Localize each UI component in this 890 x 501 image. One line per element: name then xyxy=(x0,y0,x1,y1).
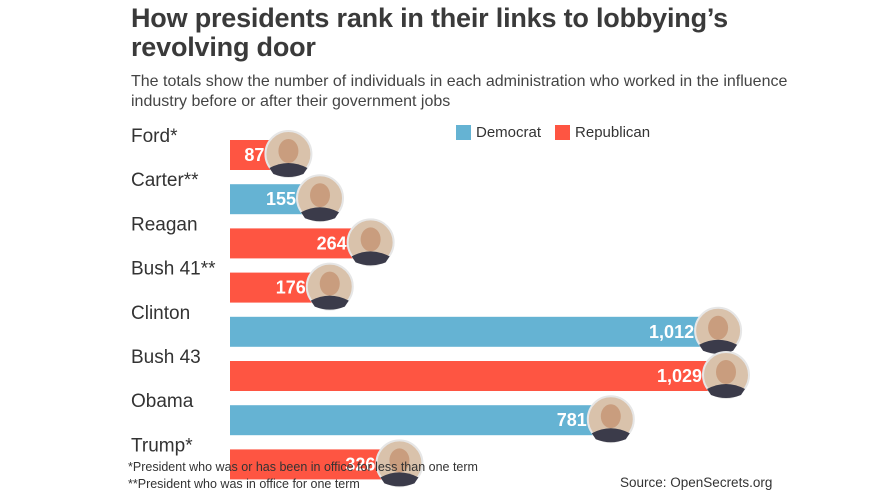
bar-trump xyxy=(230,449,382,480)
value-label-bush-43: 1,029 xyxy=(657,366,702,386)
bar-ford xyxy=(230,140,271,170)
value-label-carter: 155 xyxy=(266,189,296,209)
portrait-suit-reagan xyxy=(351,251,390,266)
legend-swatch-democrat xyxy=(456,124,471,140)
value-label-obama: 781 xyxy=(557,410,587,430)
portrait-face-carter xyxy=(310,183,331,208)
bar-reagan xyxy=(230,228,353,259)
category-label-obama: Obama xyxy=(131,391,194,412)
category-label-ford: Ford* xyxy=(131,126,178,147)
category-label-bush-43: Bush 43 xyxy=(131,347,201,368)
portrait-face-obama xyxy=(600,404,621,429)
footnote-one: *President who was or has been in office… xyxy=(128,460,478,474)
bar-bush-43 xyxy=(230,361,708,391)
portrait-face-clinton xyxy=(708,315,729,340)
category-label-trump: Trump* xyxy=(131,435,193,456)
value-label-clinton: 1,012 xyxy=(649,322,694,342)
bar-bush-41 xyxy=(230,272,312,303)
value-label-ford: 87 xyxy=(244,145,264,165)
portrait-suit-clinton xyxy=(699,339,738,354)
legend-swatch-republican xyxy=(555,124,571,140)
portrait-suit-carter xyxy=(301,207,340,222)
value-label-trump: 326 xyxy=(345,454,375,474)
category-label-carter: Carter** xyxy=(131,170,199,191)
category-label-clinton: Clinton xyxy=(131,303,190,324)
bar-obama xyxy=(230,405,593,436)
portrait-suit-ford xyxy=(269,163,308,177)
bar-carter xyxy=(230,184,303,215)
portrait-face-bush-41 xyxy=(319,271,340,296)
legend-label-democrat: Democrat xyxy=(476,123,542,141)
legend-label-republican: Republican xyxy=(575,123,651,141)
portrait-face-trump xyxy=(389,448,410,473)
legend-item-democrat: Democrat xyxy=(456,124,541,141)
value-label-bush-41: 176 xyxy=(276,278,306,298)
bar-clinton xyxy=(230,316,701,347)
chart-title: How presidents rank in their links to lo… xyxy=(131,3,728,62)
source-note: Source: OpenSecrets.org xyxy=(620,475,773,490)
legend-item-republican: Republican xyxy=(555,124,650,141)
portrait-face-ford xyxy=(278,139,299,163)
category-label-bush-41: Bush 41** xyxy=(131,259,216,280)
portrait-suit-bush-41 xyxy=(310,295,349,310)
portrait-suit-bush-43 xyxy=(707,384,745,398)
portrait-face-reagan xyxy=(360,227,381,252)
value-label-reagan: 264 xyxy=(317,233,347,253)
category-label-reagan: Reagan xyxy=(131,214,198,235)
portrait-face-bush-43 xyxy=(716,360,736,384)
portrait-suit-obama xyxy=(591,428,630,443)
legend: Democrat Republican xyxy=(456,122,664,142)
chart-subtitle: The totals show the number of individual… xyxy=(131,73,788,110)
portrait-suit-trump xyxy=(380,472,419,487)
footnote-two: **President who was in office for one te… xyxy=(128,477,360,491)
